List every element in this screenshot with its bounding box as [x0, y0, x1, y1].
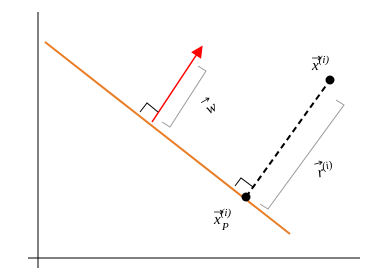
- label-sub: P: [221, 221, 229, 233]
- vec-arrow: [312, 55, 322, 61]
- label-sup: (i): [319, 54, 330, 66]
- label-sup: (i): [321, 159, 334, 173]
- right-angle: [234, 177, 254, 188]
- normal-vector: [151, 45, 203, 123]
- distance-line: [245, 79, 331, 198]
- bracket-r: [259, 99, 345, 210]
- label-xp: x(i) P: [213, 207, 231, 233]
- label-base: w: [203, 99, 220, 118]
- label-x: x(i): [311, 54, 329, 74]
- label-base: r: [316, 164, 326, 181]
- bracket-w: [161, 65, 207, 128]
- hyperplane: [44, 41, 291, 235]
- point-xp: [241, 192, 251, 202]
- label-w: w: [203, 99, 220, 118]
- right-angle: [139, 102, 159, 113]
- label-base: x: [213, 212, 221, 228]
- vec-arrow: [314, 160, 323, 166]
- vec-arrow: [200, 97, 210, 104]
- label-r: r(i): [315, 159, 336, 182]
- point-x: [325, 75, 335, 85]
- label-base: x: [311, 58, 319, 74]
- vec-arrow: [214, 209, 224, 215]
- label-sup: (i): [221, 207, 232, 219]
